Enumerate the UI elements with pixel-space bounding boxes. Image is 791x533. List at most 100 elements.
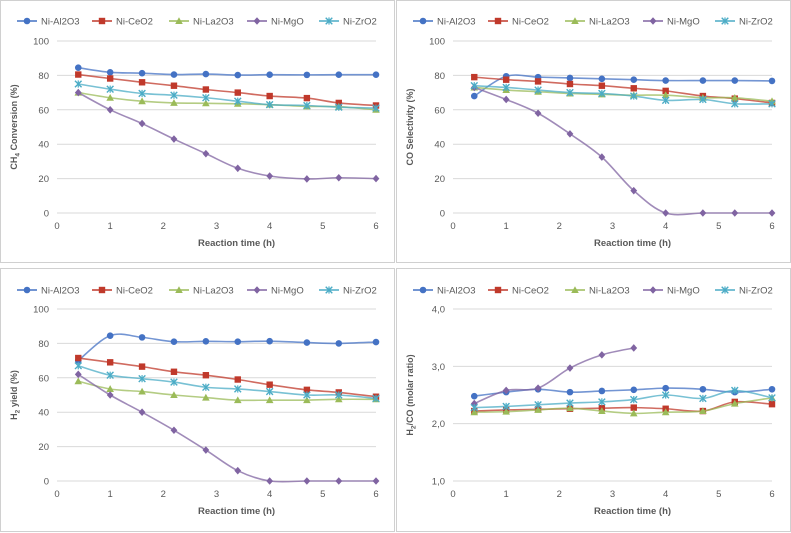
series-line (473, 86, 772, 216)
legend-marker (571, 286, 579, 293)
data-point (372, 104, 380, 112)
x-tick-label: 1 (108, 221, 113, 232)
series-line (474, 389, 773, 409)
data-point (662, 77, 669, 84)
data-point (170, 426, 178, 435)
x-axis-label: Reaction time (h) (594, 238, 671, 249)
data-point (265, 396, 274, 404)
legend-label: Ni-CeO2 (512, 17, 549, 28)
legend-entry-4: Ni-ZrO2 (715, 17, 773, 28)
data-point (598, 351, 606, 359)
series-Ni-MgO (74, 370, 380, 485)
data-point (630, 76, 638, 83)
data-point (372, 174, 380, 183)
data-point (106, 93, 114, 101)
x-tick-label: 5 (716, 489, 721, 500)
data-point (334, 395, 343, 403)
data-point (630, 404, 637, 411)
data-point (372, 477, 380, 485)
chart-panel-h2-yield: Ni-Al2O3 Ni-CeO2 Ni-La2O3 Ni-MgO Ni-ZrO2 0 20 4… (0, 268, 395, 532)
legend-marker (253, 286, 261, 294)
legend-label: Ni-ZrO2 (343, 17, 377, 28)
series-line (473, 74, 773, 97)
legend-label: Ni-Al2O3 (437, 17, 476, 28)
legend-entry-0: Ni-Al2O3 (413, 286, 476, 297)
legend-label: Ni-La2O3 (589, 17, 630, 28)
legend-entry-4: Ni-ZrO2 (319, 286, 377, 297)
data-point (630, 85, 637, 92)
data-point (170, 378, 178, 386)
x-tick-label: 3 (610, 221, 615, 232)
legend-entry-1: Ni-CeO2 (488, 17, 549, 28)
data-point (566, 388, 574, 396)
y-tick-label: 20 (434, 174, 445, 185)
series-Ni-ZrO2 (470, 81, 776, 108)
data-point (106, 385, 114, 392)
x-tick-label: 5 (716, 221, 721, 232)
legend-label: Ni-CeO2 (116, 17, 153, 28)
data-point (470, 392, 478, 400)
data-point (334, 391, 343, 399)
data-point (502, 386, 510, 395)
data-point (106, 391, 114, 399)
legend-entry-3: Ni-MgO (247, 286, 304, 297)
data-point (266, 477, 274, 485)
data-point (598, 407, 606, 415)
data-point (598, 82, 606, 89)
legend-marker (419, 286, 427, 294)
data-point (202, 70, 210, 78)
data-point (202, 446, 210, 454)
data-point (730, 399, 739, 407)
data-point (234, 376, 241, 383)
legend-marker (175, 17, 183, 24)
legend-label: Ni-MgO (667, 17, 700, 28)
data-point (265, 100, 274, 109)
data-point (106, 359, 114, 366)
data-point (170, 338, 178, 345)
series-line (474, 400, 773, 413)
legend-marker (23, 286, 31, 294)
data-point (138, 363, 146, 370)
data-point (202, 393, 210, 401)
series-line (78, 357, 377, 398)
data-point (598, 398, 606, 406)
data-point (598, 153, 606, 161)
data-point (75, 71, 82, 78)
legend-marker (98, 286, 106, 294)
data-point (629, 395, 638, 404)
x-tick-label: 0 (54, 489, 59, 500)
data-point (335, 477, 343, 485)
data-point (74, 88, 82, 97)
y-tick-label: 60 (38, 105, 49, 116)
series-line (78, 380, 377, 402)
x-tick-label: 5 (320, 221, 325, 232)
data-point (598, 75, 606, 83)
data-point (266, 337, 273, 345)
y-tick-label: 40 (38, 408, 49, 419)
x-tick-label: 3 (610, 489, 615, 500)
data-point (74, 361, 83, 370)
x-axis-label: Reaction time (h) (594, 506, 671, 517)
data-point (106, 85, 114, 93)
x-tick-label: 6 (373, 489, 378, 500)
data-point (566, 130, 574, 138)
y-tick-label: 40 (434, 140, 445, 151)
legend-entry-3: Ni-MgO (643, 286, 700, 297)
series-line (78, 83, 377, 109)
data-point (170, 91, 178, 99)
legend-label: Ni-MgO (271, 286, 304, 297)
x-tick-label: 4 (663, 221, 668, 232)
legend-marker (494, 286, 502, 294)
y-axis-label: H2 yield (%) (9, 370, 22, 420)
series-line (78, 73, 377, 107)
series-Ni-La2O3 (74, 377, 380, 404)
series-line (77, 373, 376, 483)
data-point (138, 334, 146, 341)
data-point (699, 77, 707, 84)
data-point (598, 387, 606, 395)
y-tick-label: 0 (440, 209, 445, 220)
series-Ni-La2O3 (470, 394, 776, 417)
data-point (138, 97, 146, 105)
data-point (372, 71, 380, 79)
data-point (335, 340, 343, 347)
